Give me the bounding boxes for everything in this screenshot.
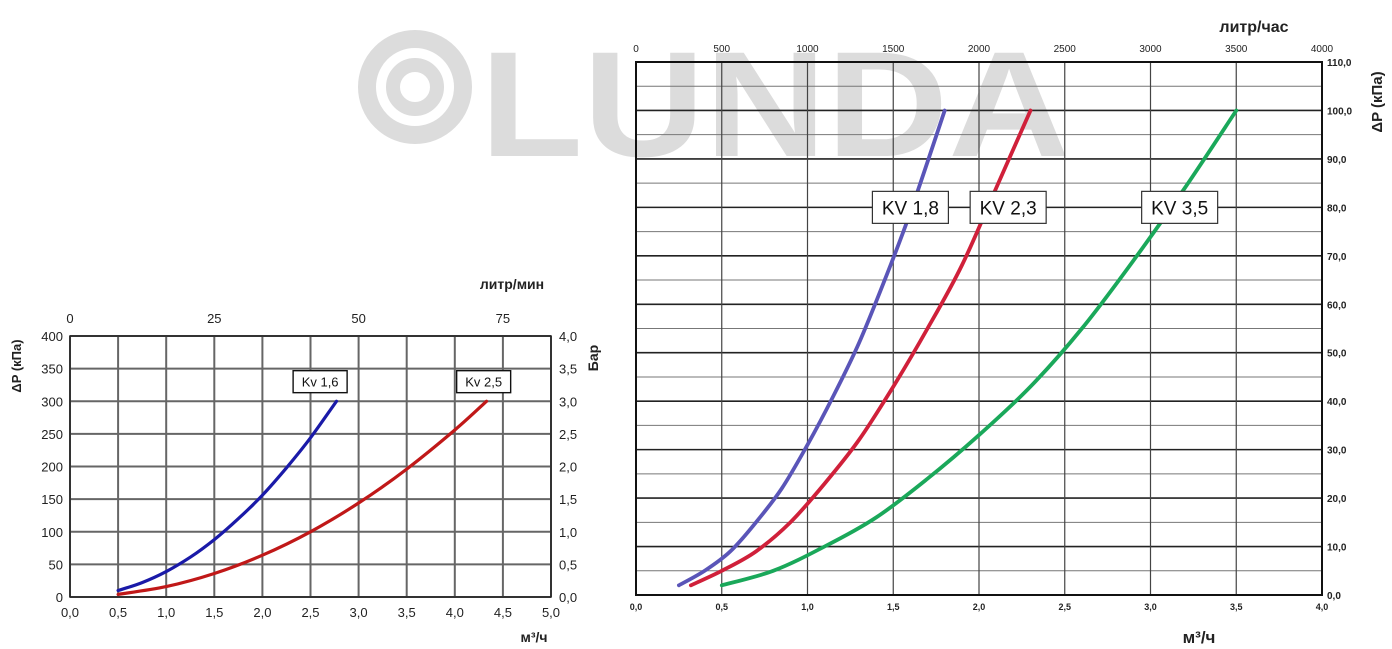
plot-frame (635, 61, 1323, 596)
y-axis-title: ΔP (кПа) (9, 339, 24, 392)
y2-tick-label: 4,0 (559, 329, 577, 344)
x2-tick-label: 0 (66, 311, 73, 326)
y-tick-label: 40,0 (1327, 397, 1347, 408)
x-tick-label: 3,5 (1230, 602, 1243, 612)
x-tick-label: 1,0 (157, 605, 175, 620)
x2-tick-label: 1500 (882, 44, 905, 55)
x-tick-label: 4,0 (1316, 602, 1329, 612)
x-axis-title: м³/ч (520, 629, 547, 645)
x-tick-label: 3,0 (1144, 602, 1157, 612)
y-tick-label: 90,0 (1327, 155, 1347, 166)
series-line-2 (116, 399, 489, 596)
series-line-1 (677, 108, 947, 588)
annotation-box (1141, 190, 1219, 224)
y2-tick-label: 1,5 (559, 492, 577, 507)
x-tick-label: 0,0 (630, 602, 643, 612)
x2-tick-label: 500 (713, 44, 730, 55)
y-tick-label: 70,0 (1327, 252, 1347, 263)
x2-tick-label: 0 (633, 44, 639, 55)
annotation-label: Kv 2,5 (465, 375, 502, 390)
y2-axis-title: Бар (585, 345, 601, 371)
y-tick-label: 150 (41, 492, 63, 507)
watermark-ring-outer (358, 30, 472, 144)
series-line-1 (116, 399, 339, 593)
x-tick-label: 2,0 (253, 605, 271, 620)
chart-left: 0,0 0,5 1,0 1,5 2,0 2,5 3,0 3,5 4,0 4,5 5,0 0 50 100 1… (9, 276, 601, 645)
y-tick-label: 350 (41, 362, 63, 377)
y2-tick-label: 1,0 (559, 525, 577, 540)
y2-tick-label: 2,0 (559, 460, 577, 475)
y2-tick-label: 2,5 (559, 427, 577, 442)
x-tick-label: 1,0 (801, 602, 814, 612)
x2-tick-label: 3500 (1225, 44, 1248, 55)
y-tick-label: 60,0 (1327, 300, 1347, 311)
x-tick-label: 2,5 (1058, 602, 1071, 612)
x-tick-label: 4,0 (446, 605, 464, 620)
y-tick-label: 200 (41, 460, 63, 475)
y-tick-label: 110,0 (1327, 58, 1352, 69)
x-tick-label: 5,0 (542, 605, 560, 620)
annotation-label: KV 2,3 (980, 198, 1037, 219)
x2-tick-label: 1000 (796, 44, 819, 55)
watermark-ring-inner (386, 58, 444, 116)
chart-right: 0,0 0,5 1,0 1,5 2,0 2,5 3,0 3,5 4,0 0 500 1000 1500 2… (630, 19, 1386, 647)
x2-tick-label: 75 (496, 311, 510, 326)
y-tick-label: 100 (41, 525, 63, 540)
y-tick-label: 300 (41, 394, 63, 409)
y-tick-label: 0,0 (1327, 591, 1341, 602)
x-tick-label: 0,5 (109, 605, 127, 620)
x-tick-label: 1,5 (887, 602, 900, 612)
x2-axis-title: литр/мин (480, 276, 544, 292)
y-tick-label: 50 (49, 557, 63, 572)
annotation-box (292, 369, 348, 394)
y2-tick-label: 0,0 (559, 590, 577, 605)
y2-tick-label: 0,5 (559, 557, 577, 572)
x-tick-label: 3,0 (350, 605, 368, 620)
y2-tick-label: 3,5 (559, 362, 577, 377)
y-tick-label: 100,0 (1327, 106, 1352, 117)
y-tick-label: 0 (56, 590, 63, 605)
x2-tick-label: 3000 (1139, 44, 1162, 55)
annotation-box (455, 369, 512, 394)
annotation-label: KV 1,8 (882, 198, 939, 219)
y-tick-label: 80,0 (1327, 203, 1347, 214)
series-line-2 (689, 108, 1033, 588)
x-tick-label: 4,5 (494, 605, 512, 620)
series-line-3 (719, 108, 1239, 588)
x-axis-title: м³/ч (1183, 628, 1216, 647)
y-tick-label: 20,0 (1327, 494, 1347, 505)
y2-tick-label: 3,0 (559, 394, 577, 409)
y-axis-title: ΔP (кПа) (1369, 71, 1386, 132)
x-tick-label: 1,5 (205, 605, 223, 620)
watermark: LUNDA (358, 20, 1070, 188)
y-tick-label: 50,0 (1327, 349, 1347, 360)
x2-tick-label: 2000 (968, 44, 991, 55)
x-tick-label: 0,0 (61, 605, 79, 620)
plot-frame (69, 335, 552, 598)
annotation-box (871, 190, 950, 224)
annotation-label: KV 3,5 (1151, 198, 1208, 219)
y-tick-label: 30,0 (1327, 446, 1347, 457)
annotation-label: Kv 1,6 (302, 375, 339, 390)
x-tick-label: 0,5 (715, 602, 728, 612)
x-tick-label: 2,5 (301, 605, 319, 620)
x-tick-label: 3,5 (398, 605, 416, 620)
x-tick-label: 2,0 (973, 602, 986, 612)
y-tick-label: 400 (41, 329, 63, 344)
x2-tick-label: 25 (207, 311, 221, 326)
y-tick-label: 10,0 (1327, 543, 1347, 554)
x2-tick-label: 50 (351, 311, 365, 326)
x2-tick-label: 4000 (1311, 44, 1334, 55)
watermark-text: LUNDA (480, 20, 1070, 188)
x2-tick-label: 2500 (1054, 44, 1077, 55)
x2-axis-title: литр/час (1219, 19, 1288, 36)
annotation-box (969, 190, 1047, 224)
y-tick-label: 250 (41, 427, 63, 442)
